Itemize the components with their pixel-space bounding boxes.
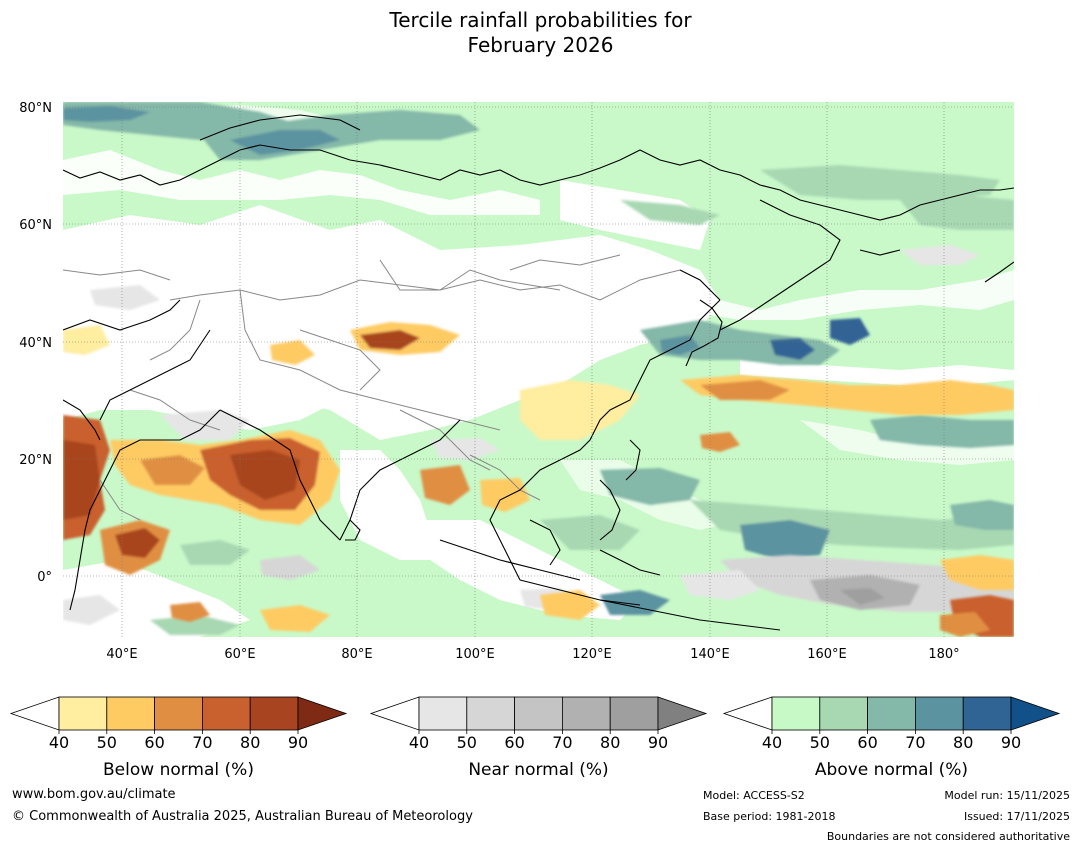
colorbar-segment bbox=[418, 696, 468, 731]
country-borders bbox=[63, 254, 681, 521]
latitude-labels: 80°N 60°N 40°N 20°N 0° bbox=[19, 101, 52, 585]
colorbar-tick-label: 40 bbox=[409, 733, 429, 752]
colorbar-caption: Near normal (%) bbox=[468, 760, 608, 780]
colorbar-segment bbox=[466, 696, 515, 731]
colorbar-segment bbox=[609, 696, 659, 731]
lon-label: 60°E bbox=[224, 647, 255, 662]
lon-label: 120°E bbox=[572, 647, 612, 662]
colorbar-segment bbox=[819, 696, 868, 731]
title-line-1: Tercile rainfall probabilities for bbox=[389, 8, 692, 32]
lat-label: 80°N bbox=[19, 101, 52, 116]
colorbar-segment bbox=[58, 696, 108, 731]
lat-label: 0° bbox=[37, 570, 52, 585]
copyright-text: © Commonwealth of Australia 2025, Austra… bbox=[12, 809, 473, 824]
lat-label: 20°N bbox=[19, 453, 52, 468]
colorbar-segment bbox=[106, 696, 156, 731]
colorbar-low-extension bbox=[722, 696, 773, 731]
colorbar-segment bbox=[867, 696, 916, 731]
model-text: Model: ACCESS-S2 bbox=[703, 789, 805, 802]
colorbar-low-extension bbox=[369, 696, 420, 731]
colorbar-segment bbox=[154, 696, 203, 731]
colorbar-tick-label: 70 bbox=[192, 733, 212, 752]
lon-label: 100°E bbox=[455, 647, 495, 662]
disclaimer-text: Boundaries are not considered authoritat… bbox=[826, 830, 1070, 843]
lat-label: 60°N bbox=[19, 218, 52, 233]
colorbar-tick-label: 50 bbox=[810, 733, 830, 752]
colorbar-tick-label: 90 bbox=[648, 733, 668, 752]
colorbar-tick-label: 60 bbox=[504, 733, 524, 752]
colorbar-caption: Above normal (%) bbox=[815, 760, 968, 780]
colorbar-caption: Below normal (%) bbox=[103, 760, 254, 780]
model-run-text: Model run: 15/11/2025 bbox=[944, 789, 1070, 802]
lon-label: 160°E bbox=[807, 647, 847, 662]
colorbar-tick-label: 60 bbox=[144, 733, 164, 752]
colorbar-1: 40 50 60 70 80 90 Below normal (%) bbox=[9, 696, 348, 780]
colorbar-tick-label: 60 bbox=[857, 733, 877, 752]
website-link[interactable]: www.bom.gov.au/climate bbox=[12, 787, 176, 802]
colorbar-tick-label: 50 bbox=[97, 733, 117, 752]
colorbar-2: 40 50 60 70 80 90 Near normal (%) bbox=[369, 696, 708, 780]
title-line-2: February 2026 bbox=[467, 33, 614, 57]
issued-text: Issued: 17/11/2025 bbox=[963, 810, 1070, 823]
colorbar-segment bbox=[249, 696, 299, 731]
colorbar-tick-label: 80 bbox=[600, 733, 620, 752]
lon-label: 40°E bbox=[106, 647, 137, 662]
coastlines bbox=[63, 114, 1014, 631]
colorbar-segment bbox=[562, 696, 611, 731]
colorbar-high-extension bbox=[1010, 696, 1061, 731]
colorbar-tick-label: 50 bbox=[457, 733, 477, 752]
colorbar-tick-label: 80 bbox=[953, 733, 973, 752]
colorbar-high-extension bbox=[657, 696, 708, 731]
colorbar-segment bbox=[514, 696, 563, 731]
chart-title: Tercile rainfall probabilities for Febru… bbox=[0, 8, 1081, 58]
colorbar-tick-label: 70 bbox=[905, 733, 925, 752]
lon-label: 180° bbox=[928, 647, 959, 662]
lat-label: 40°N bbox=[19, 336, 52, 351]
colorbar-tick-label: 80 bbox=[240, 733, 260, 752]
colorbar-high-extension bbox=[297, 696, 348, 731]
below-normal-areas bbox=[63, 322, 1014, 637]
colorbar-tick-label: 40 bbox=[49, 733, 69, 752]
colorbar-tick-label: 40 bbox=[762, 733, 782, 752]
legends: 40 50 60 70 80 90 Below normal (%) 40 50 60 70 80 90… bbox=[9, 696, 1061, 780]
longitude-labels: 40°E 60°E 80°E 100°E 120°E 140°E 160°E 180° bbox=[106, 647, 959, 662]
lon-label: 80°E bbox=[341, 647, 372, 662]
colorbar-3: 40 50 60 70 80 90 Above normal (%) bbox=[722, 696, 1061, 780]
gridlines bbox=[63, 102, 1014, 637]
colorbar-tick-label: 70 bbox=[552, 733, 572, 752]
base-period-text: Base period: 1981-2018 bbox=[703, 810, 836, 823]
colorbar-tick-label: 90 bbox=[1001, 733, 1021, 752]
colorbar-segment bbox=[915, 696, 964, 731]
colorbar-tick-label: 90 bbox=[288, 733, 308, 752]
colorbar-segment bbox=[771, 696, 821, 731]
colorbar-low-extension bbox=[9, 696, 60, 731]
lon-label: 140°E bbox=[690, 647, 730, 662]
colorbar-segment bbox=[201, 696, 251, 731]
colorbar-segment bbox=[962, 696, 1012, 731]
